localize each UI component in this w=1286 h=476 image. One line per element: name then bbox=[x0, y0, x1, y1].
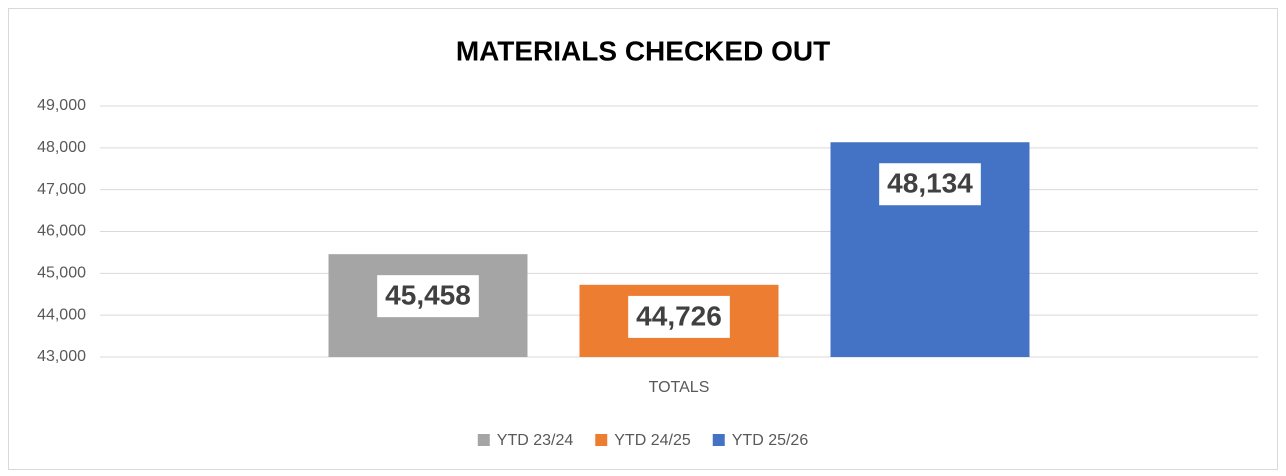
legend-swatch bbox=[595, 434, 608, 446]
chart-border bbox=[8, 8, 1278, 470]
legend-swatch bbox=[477, 434, 490, 446]
legend-label: YTD 24/25 bbox=[614, 432, 691, 449]
data-label-box bbox=[879, 163, 981, 206]
legend-label: YTD 25/26 bbox=[732, 432, 809, 449]
y-tick-label: 44,000 bbox=[37, 306, 86, 323]
y-tick-label: 43,000 bbox=[37, 348, 86, 365]
x-tick-label: TOTALS bbox=[649, 379, 710, 396]
legend-swatch bbox=[712, 434, 725, 446]
data-label: 45,458 bbox=[385, 280, 471, 311]
data-label: 48,134 bbox=[887, 168, 973, 199]
y-tick-label: 45,000 bbox=[37, 265, 86, 282]
y-tick-label: 46,000 bbox=[37, 223, 86, 240]
data-label-box bbox=[628, 295, 730, 338]
y-tick-label: 47,000 bbox=[37, 181, 86, 198]
y-tick-label: 49,000 bbox=[37, 97, 86, 114]
legend: YTD 23/24 YTD 24/25 YTD 25/26 bbox=[477, 432, 809, 449]
data-label: 44,726 bbox=[636, 300, 722, 331]
data-label-box bbox=[377, 275, 479, 318]
legend-label: YTD 23/24 bbox=[497, 432, 574, 449]
y-tick-label: 48,000 bbox=[37, 139, 86, 156]
chart-title: MATERIALS CHECKED OUT bbox=[456, 35, 830, 66]
